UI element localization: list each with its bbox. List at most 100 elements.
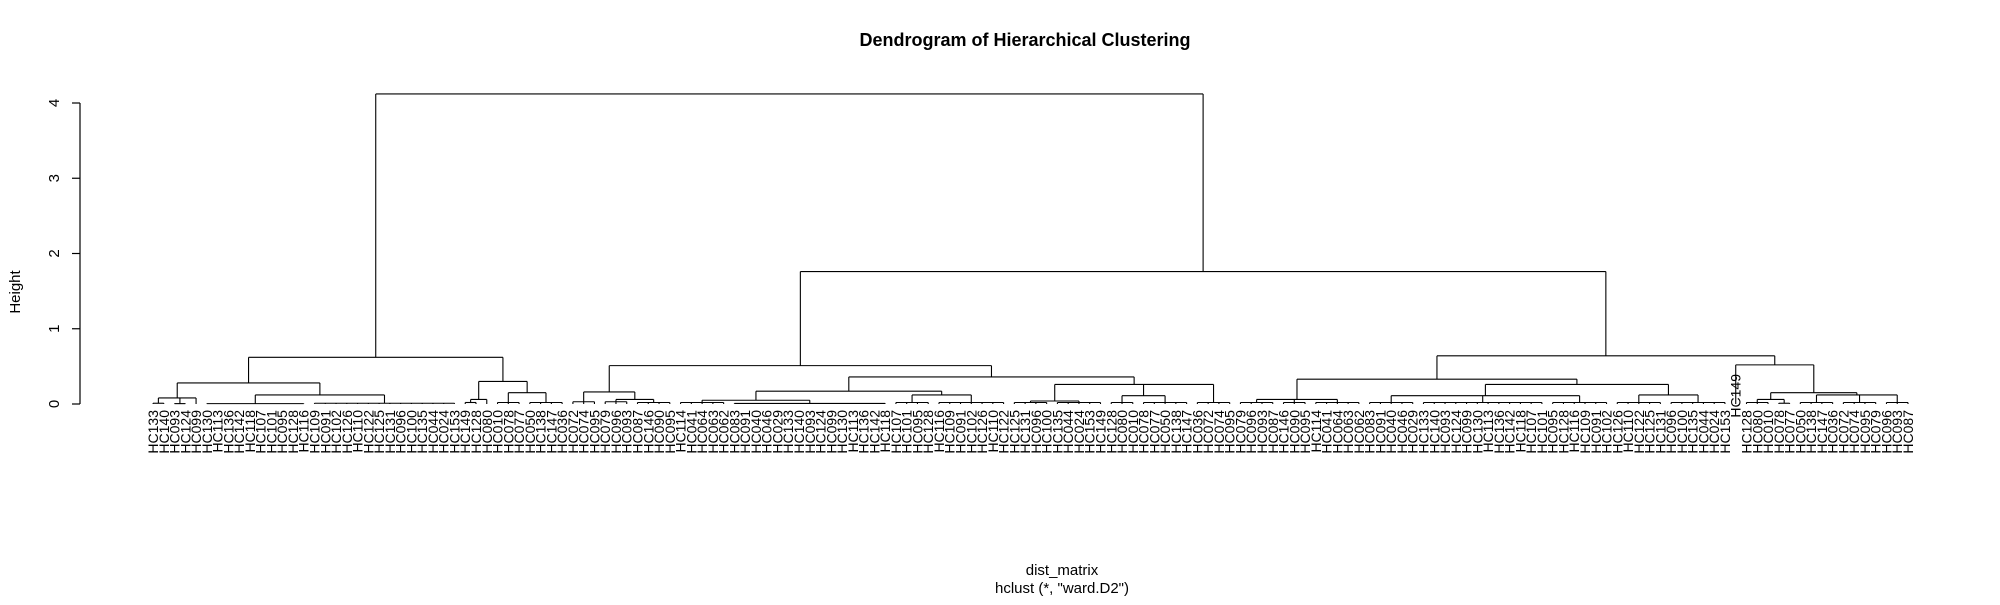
leaf-label: HC096 xyxy=(1878,410,1894,454)
leaf-label: HC091 xyxy=(1372,410,1388,454)
leaf-label: HC095 xyxy=(274,410,290,454)
leaf-label: HC118 xyxy=(242,410,258,453)
leaf-label: HC080 xyxy=(479,410,495,454)
leaf-label: HC107 xyxy=(888,410,904,454)
leaf-label: HC095 xyxy=(586,410,602,454)
leaf-label: HC109 xyxy=(942,410,958,454)
leaf-label: HC096 xyxy=(608,410,624,454)
leaf-label: HC149 xyxy=(1092,410,1108,454)
x-axis-sublabel: hclust (*, "ward.D2") xyxy=(995,580,1129,597)
leaf-label: HC091 xyxy=(317,410,333,454)
leaf-label: HC146 xyxy=(640,410,656,454)
leaf-label: HC077 xyxy=(1782,410,1798,454)
leaf-label: HC110 xyxy=(985,410,1001,453)
leaf-label: HC131 xyxy=(382,410,398,454)
leaf-label: HC125 xyxy=(371,410,387,454)
leaf-label: HC083 xyxy=(726,410,742,454)
leaf-label: HC140 xyxy=(1426,410,1442,454)
leaf-label: HC126 xyxy=(974,410,990,454)
leaf-label: HC062 xyxy=(716,410,732,454)
leaf-label: HC118 xyxy=(1512,410,1528,453)
leaf-label: HC091 xyxy=(737,410,753,454)
leaf-label: HC078 xyxy=(1136,410,1152,454)
leaf-label: HC072 xyxy=(565,410,581,454)
leaf-label: HC074 xyxy=(1846,410,1862,454)
leaf-label: HC136 xyxy=(856,410,872,454)
leaf-label: HC010 xyxy=(1125,410,1141,454)
leaf-label: HC153 xyxy=(1082,410,1098,454)
y-tick-label: 1 xyxy=(46,325,63,333)
leaf-label: HC116 xyxy=(931,410,947,453)
leaf-label: HC029 xyxy=(769,410,785,454)
leaf-label: HC130 xyxy=(834,410,850,454)
leaf-label: HC135 xyxy=(414,410,430,454)
leaf-label: HC090 xyxy=(1286,410,1302,454)
leaf-label: HC041 xyxy=(683,410,699,454)
leaf-label: HC122 xyxy=(1631,410,1647,454)
leaf-label: HC091 xyxy=(953,410,969,454)
leaf-label: HC116 xyxy=(296,410,312,453)
leaf-label: HC099 xyxy=(1459,410,1475,454)
leaf-label: HC125 xyxy=(1642,410,1658,454)
leaf-label: HC096 xyxy=(1028,410,1044,454)
leaf-label: HC136 xyxy=(1491,410,1507,454)
leaf-label: HC102 xyxy=(328,410,344,454)
leaf-label: HC079 xyxy=(1232,410,1248,454)
leaf-label: HC153 xyxy=(1717,410,1733,454)
leaf-label: HC080 xyxy=(1114,410,1130,454)
leaf-label: HC128 xyxy=(920,410,936,454)
leaf-label: HC124 xyxy=(1448,410,1464,454)
leaf-label: HC102 xyxy=(1599,410,1615,454)
leaf-label: HC140 xyxy=(791,410,807,454)
leaf-label: HC063 xyxy=(705,410,721,454)
y-axis-label: Height xyxy=(7,269,24,313)
leaf-label: HC126 xyxy=(1609,410,1625,454)
leaf-label: HC024 xyxy=(1706,410,1722,454)
leaf-label: HC142 xyxy=(866,410,882,454)
leaf-label: HC109 xyxy=(1577,410,1593,454)
leaf-label: HC095 xyxy=(1857,410,1873,454)
y-tick-label: 4 xyxy=(46,99,63,107)
leaf-label: HC036 xyxy=(1825,410,1841,454)
leaf-label: HC114 xyxy=(673,410,689,453)
leaf-label: HC091 xyxy=(1588,410,1604,454)
leaf-label: HC095 xyxy=(909,410,925,454)
leaf-label: HC142 xyxy=(1502,410,1518,454)
leaf-label: HC124 xyxy=(177,410,193,454)
leaf-label: HC125 xyxy=(1006,410,1022,454)
leaf-label: HC010 xyxy=(1760,410,1776,454)
leaf-label: HC024 xyxy=(1071,410,1087,454)
y-tick-label: 0 xyxy=(46,400,63,408)
leaf-label: HC041 xyxy=(1319,410,1335,454)
leaf-label: HC095 xyxy=(1222,410,1238,454)
leaf-label: HC050 xyxy=(1157,410,1173,454)
chart-title: Dendrogram of Hierarchical Clustering xyxy=(859,30,1190,50)
leaf-label: HC072 xyxy=(1835,410,1851,454)
leaf-label: HC138 xyxy=(1168,410,1184,454)
leaf-label: HC128 xyxy=(1738,410,1754,454)
leaf-label: HC118 xyxy=(877,410,893,453)
leaf-label: HC087 xyxy=(630,410,646,454)
leaf-label: HC138 xyxy=(533,410,549,454)
leaf-label: HC095 xyxy=(662,410,678,454)
leaf-label: HC100 xyxy=(403,410,419,454)
leaf-label: HC046 xyxy=(759,410,775,454)
leaf-label: HC110 xyxy=(1620,410,1636,453)
leaf-label: HC093 xyxy=(619,410,635,454)
leaf-label: HC044 xyxy=(1695,410,1711,454)
leaf-label: HC133 xyxy=(145,410,161,454)
leaf-label: HC130 xyxy=(1469,410,1485,454)
leaf-label: HC064 xyxy=(694,410,710,454)
leaf-label: HC024 xyxy=(436,410,452,454)
leaf-label: HC153 xyxy=(446,410,462,454)
leaf-label: HC093 xyxy=(167,410,183,454)
leaf-label: HC102 xyxy=(963,410,979,454)
leaf-label: HC036 xyxy=(1189,410,1205,454)
leaf-label: HC093 xyxy=(1254,410,1270,454)
leaf-label: HC072 xyxy=(1200,410,1216,454)
leaf-label: HC101 xyxy=(263,410,279,454)
leaf-label: HC083 xyxy=(1362,410,1378,454)
leaf-label: HC128 xyxy=(285,410,301,454)
leaf-label: HC147 xyxy=(1814,410,1830,454)
